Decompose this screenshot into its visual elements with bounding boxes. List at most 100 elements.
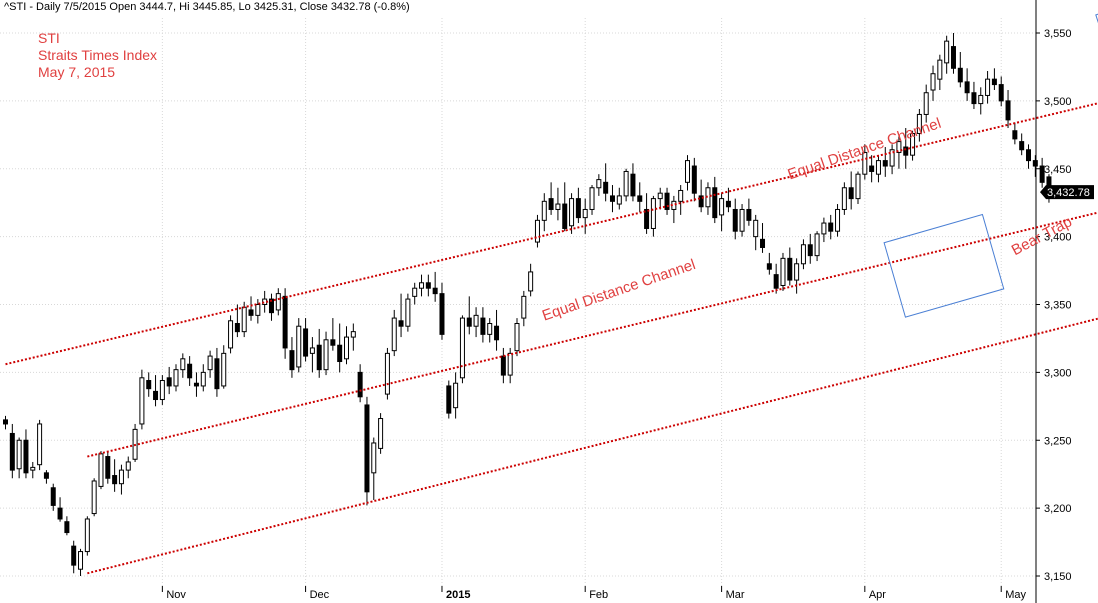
candle-body xyxy=(255,304,261,316)
candle-body xyxy=(555,203,561,210)
candle-body xyxy=(862,151,868,175)
candle-body xyxy=(609,195,615,202)
candle-body xyxy=(575,198,581,219)
candle-body xyxy=(685,160,690,183)
candle-body xyxy=(84,518,90,553)
y-tick-label: 3,300 xyxy=(1044,367,1072,379)
annotation-label: Equal Distance Channel xyxy=(540,256,698,324)
candle-body xyxy=(855,173,861,200)
candle-body xyxy=(1039,165,1045,183)
candle-body xyxy=(289,350,295,371)
candle-body xyxy=(439,293,445,335)
y-tick-label: 3,450 xyxy=(1044,164,1072,176)
candle-body xyxy=(500,355,506,376)
candle-body xyxy=(494,325,500,341)
candle-body xyxy=(459,317,465,379)
candle-body xyxy=(521,295,527,319)
candle-body xyxy=(187,363,193,379)
candle-body xyxy=(569,198,575,227)
candle-body xyxy=(712,187,718,219)
candle-body xyxy=(698,195,704,208)
candle-body xyxy=(98,453,104,487)
candle-body xyxy=(725,200,731,208)
candle-body xyxy=(16,439,22,470)
candle-body xyxy=(391,317,397,352)
candle-body xyxy=(330,339,336,346)
candle-body xyxy=(487,323,493,335)
candle-body xyxy=(221,352,227,387)
candle-body xyxy=(937,59,943,80)
candle-body xyxy=(480,317,486,335)
candle-body xyxy=(739,208,745,232)
candle-body xyxy=(37,423,43,466)
x-tick-label: 2015 xyxy=(446,589,470,601)
candle-body xyxy=(678,189,684,202)
candle-body xyxy=(848,187,854,200)
candle-body xyxy=(214,358,220,390)
candle-body xyxy=(50,487,56,506)
candle-body xyxy=(835,208,841,232)
x-tick-label: Dec xyxy=(310,589,330,601)
candle-body xyxy=(821,222,827,235)
candle-body xyxy=(23,439,29,474)
candle-body xyxy=(528,271,534,292)
candle-body xyxy=(794,263,800,281)
candle-body xyxy=(9,432,15,471)
chart-legend: STI Straits Times Index May 7, 2015 xyxy=(38,30,157,81)
candle-body xyxy=(71,545,77,566)
candle-body xyxy=(760,238,766,248)
candle-body xyxy=(296,325,302,368)
legend-line-date: May 7, 2015 xyxy=(38,64,116,80)
candle-body xyxy=(657,192,663,200)
candle-body xyxy=(1019,141,1025,151)
candle-body xyxy=(446,385,452,414)
candle-body xyxy=(882,160,888,167)
y-tick-label: 3,400 xyxy=(1044,232,1072,244)
candle-body xyxy=(534,219,540,243)
x-tick-label: Apr xyxy=(869,589,886,601)
candle-body xyxy=(644,208,650,229)
y-tick-label: 3,150 xyxy=(1044,571,1072,583)
candle-body xyxy=(193,382,199,387)
candle-body xyxy=(596,179,602,189)
candle-body xyxy=(384,352,390,395)
candle-body xyxy=(998,84,1004,102)
candle-body xyxy=(875,160,881,175)
last-price-marker xyxy=(1040,185,1094,200)
candle-body xyxy=(344,336,349,360)
candle-body xyxy=(562,203,568,229)
candle-body xyxy=(985,78,991,96)
legend-line-name: Straits Times Index xyxy=(38,47,158,63)
y-tick-label: 3,250 xyxy=(1044,435,1072,447)
candle-body xyxy=(630,173,636,197)
candle-body xyxy=(507,352,513,376)
candle-body xyxy=(180,358,186,371)
candle-body xyxy=(787,257,793,281)
channel-line xyxy=(87,317,1098,575)
candle-body xyxy=(248,309,254,316)
candle-body xyxy=(159,380,165,401)
candle-body xyxy=(800,244,806,265)
candle-body xyxy=(200,371,206,387)
candle-body xyxy=(405,298,411,327)
candle-body xyxy=(548,198,554,210)
candle-body xyxy=(466,317,472,327)
candle-body xyxy=(371,442,377,474)
candle-body xyxy=(43,472,49,479)
candle-body xyxy=(378,418,384,449)
candle-body xyxy=(746,208,752,221)
x-tick-label: Mar xyxy=(726,589,745,601)
candle-body xyxy=(582,208,588,219)
candle-body xyxy=(957,67,963,83)
candle-body xyxy=(316,344,322,371)
candle-body xyxy=(207,355,213,371)
y-tick-label: 3,350 xyxy=(1044,300,1072,312)
x-tick-label: May xyxy=(1005,589,1026,601)
candle-body xyxy=(637,195,643,202)
candle-body xyxy=(780,257,786,286)
candle-body xyxy=(589,187,595,210)
candle-body xyxy=(623,170,629,197)
candle-body xyxy=(807,244,813,257)
